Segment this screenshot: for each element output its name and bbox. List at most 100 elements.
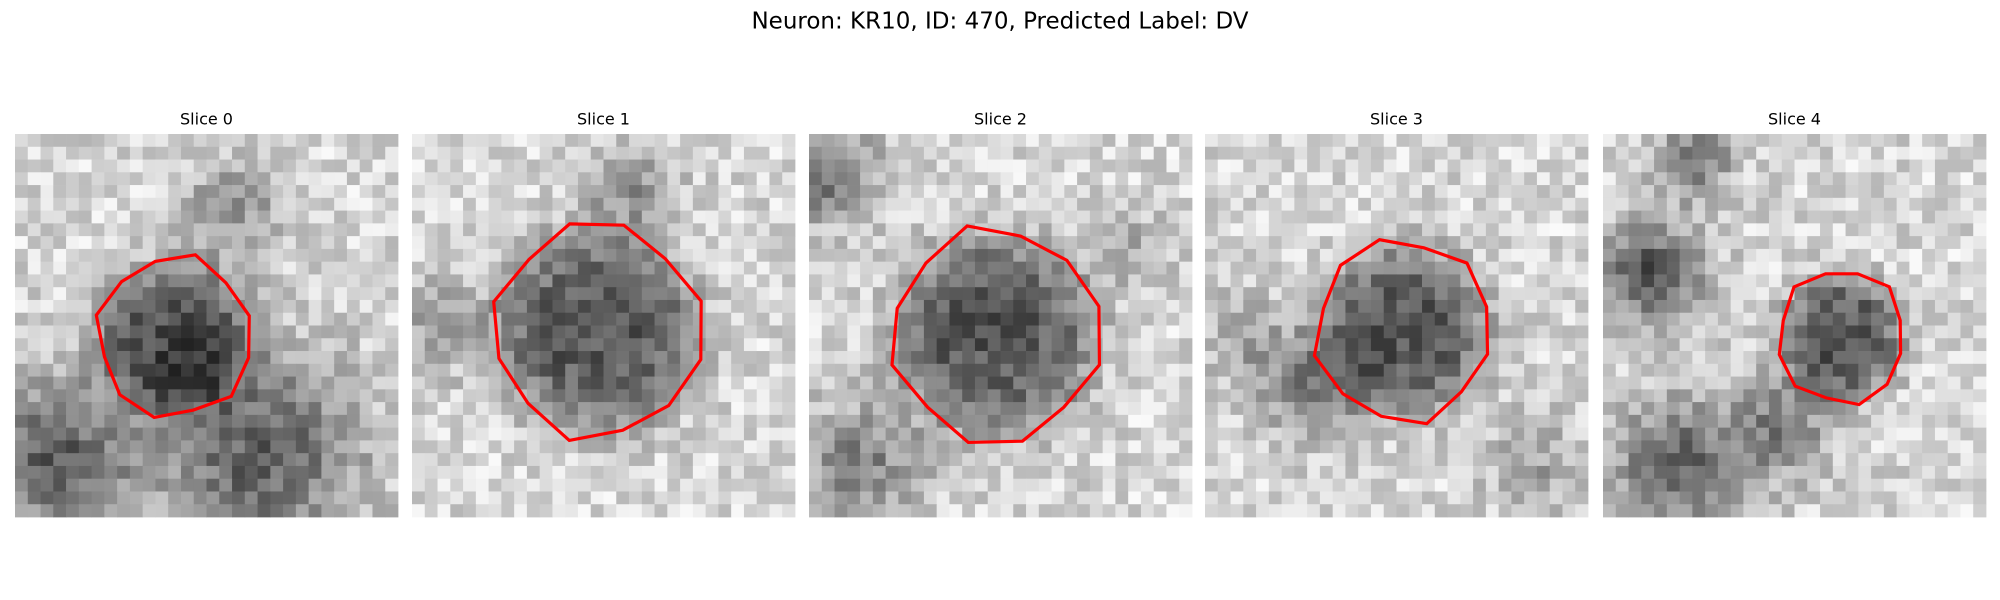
pixel	[1511, 223, 1525, 237]
pixel	[718, 465, 732, 480]
pixel	[219, 287, 233, 301]
pixel	[667, 465, 681, 480]
pixel	[385, 440, 399, 454]
pixel	[1077, 478, 1091, 492]
pixel	[1562, 402, 1576, 416]
pixel	[1243, 159, 1257, 173]
pixel	[359, 159, 373, 173]
pixel	[40, 376, 54, 390]
pixel	[1447, 478, 1461, 492]
pixel	[847, 478, 861, 492]
pixel	[1345, 134, 1359, 148]
pixel	[308, 261, 322, 275]
pixel	[1115, 351, 1129, 365]
pixel	[193, 210, 207, 224]
pixel	[1524, 236, 1538, 250]
pixel	[1730, 223, 1744, 237]
pixel	[1679, 453, 1693, 467]
pixel	[1871, 465, 1885, 480]
pixel	[1230, 427, 1244, 441]
pixel	[539, 325, 553, 339]
pixel	[1781, 134, 1795, 148]
pixel	[1217, 440, 1231, 454]
pixel	[257, 453, 271, 467]
pixel	[501, 236, 515, 250]
pixel	[257, 414, 271, 429]
pixel	[321, 312, 335, 326]
pixel	[1434, 440, 1448, 454]
pixel	[962, 351, 976, 365]
pixel	[1102, 261, 1116, 275]
pixel	[1524, 197, 1538, 211]
pixel	[1768, 427, 1783, 441]
pixel	[308, 453, 322, 467]
pixel	[1692, 185, 1706, 199]
pixel	[1064, 338, 1078, 352]
pixel	[501, 402, 515, 416]
pixel	[1089, 440, 1104, 454]
pixel	[40, 223, 54, 237]
pixel	[1832, 376, 1846, 390]
pixel	[1473, 248, 1487, 263]
pixel	[78, 236, 92, 250]
pixel	[1511, 338, 1525, 352]
pixel	[860, 389, 874, 403]
pixel	[1013, 146, 1027, 160]
pixel	[821, 363, 835, 377]
pixel	[488, 223, 502, 237]
pixel	[1973, 223, 1987, 237]
pixel	[590, 223, 604, 237]
pixel	[809, 427, 823, 441]
pixel	[1268, 478, 1282, 492]
pixel	[680, 236, 694, 250]
pixel	[295, 210, 310, 224]
pixel	[705, 504, 719, 518]
pixel	[1947, 440, 1961, 454]
pixel	[1332, 478, 1346, 492]
pixel	[1692, 338, 1706, 352]
pixel	[1409, 197, 1423, 211]
pixel	[1332, 351, 1346, 365]
pixel	[1205, 478, 1219, 492]
pixel	[334, 185, 348, 199]
pixel	[565, 299, 579, 314]
pixel	[847, 402, 861, 416]
pixel	[180, 453, 195, 467]
pixel	[78, 287, 92, 301]
pixel	[1473, 504, 1487, 518]
pixel	[974, 134, 989, 148]
pixel	[1717, 491, 1732, 505]
pixel	[1217, 376, 1231, 390]
pixel	[501, 248, 515, 263]
pixel	[769, 440, 783, 454]
pixel	[911, 287, 925, 301]
pixel	[1217, 248, 1231, 263]
pixel	[1871, 453, 1885, 467]
pixel	[1756, 402, 1770, 416]
pixel	[1026, 248, 1040, 263]
pixel	[1524, 325, 1538, 339]
pixel	[641, 287, 655, 301]
pixel	[385, 248, 399, 263]
pixel	[91, 185, 105, 199]
pixel	[1654, 236, 1668, 250]
pixel	[1166, 376, 1180, 390]
pixel	[860, 465, 874, 480]
pixel	[1000, 376, 1014, 390]
pixel	[1832, 159, 1846, 173]
pixel	[244, 159, 258, 173]
pixel	[1370, 351, 1385, 365]
pixel	[847, 172, 861, 186]
pixel	[1396, 402, 1410, 416]
pixel	[936, 363, 950, 377]
pixel	[1051, 274, 1065, 288]
pixel	[1845, 465, 1859, 480]
pixel	[53, 351, 67, 365]
pixel	[1409, 491, 1423, 505]
pixel	[232, 248, 246, 263]
pixel	[53, 185, 67, 199]
pixel	[1960, 440, 1974, 454]
pixel	[1307, 287, 1321, 301]
pixel	[667, 363, 681, 377]
pixel	[155, 427, 169, 441]
